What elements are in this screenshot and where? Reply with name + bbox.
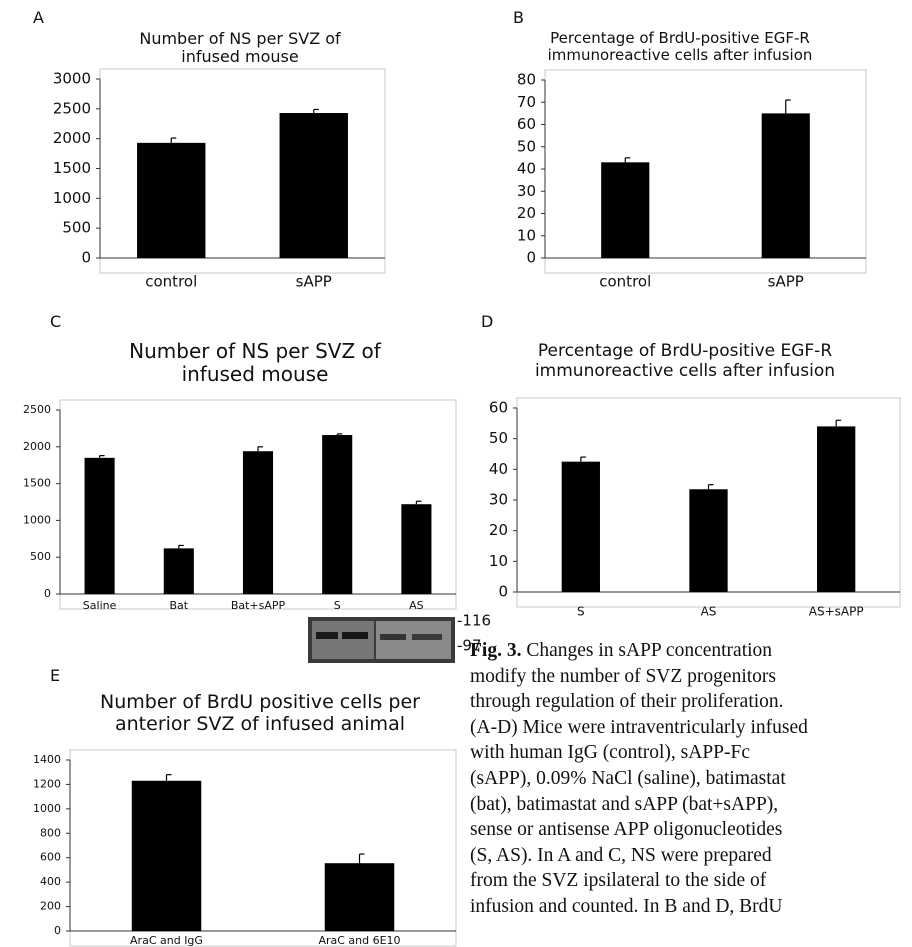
chart-title: Number of NS per SVZ of infused mouse [129,339,381,386]
plot-frame [69,749,457,947]
y-tick-label: 1500 [53,159,91,177]
y-tick-label: 40 [489,460,508,478]
y-tick-label: 20 [517,204,536,222]
blot-marker: -116 [457,612,491,630]
y-tick-label: 800 [40,826,61,839]
y-tick-label: 10 [489,552,508,570]
x-tick-label: AS [701,605,717,619]
x-tick-label: sAPP [296,273,332,291]
bar [84,457,115,594]
caption-text: Changes in sAPP concentration [526,640,773,661]
y-tick-label: 0 [54,924,61,937]
y-tick-label: 2500 [23,403,51,416]
y-tick-label: 200 [40,900,61,913]
x-tick-label: sAPP [768,273,804,291]
plot-frame [544,69,867,274]
bar [689,489,728,592]
caption-line: with human IgG (control), sAPP-Fc [470,742,751,764]
bar [242,451,274,594]
bar [561,461,600,592]
y-tick-label: 30 [517,182,536,200]
y-tick-label: 70 [517,93,536,111]
y-tick-label: 2000 [23,440,51,453]
y-tick-label: 40 [517,160,536,178]
y-tick-label: 0 [498,583,508,601]
caption-line: through regulation of their proliferatio… [470,691,784,713]
x-tick-label: AraC and 6E10 [318,934,400,947]
panel-label: A [33,8,44,27]
y-tick-label: 1000 [23,513,51,526]
chart-title: Number of NS per SVZ of infused mouse [139,29,341,67]
y-tick-label: 50 [517,137,536,155]
x-tick-label: control [599,273,651,291]
bar [817,426,856,592]
bar [322,435,353,594]
x-tick-label: S [334,599,341,612]
caption-line: (S, AS). In A and C, NS were prepared [470,844,772,866]
bar [137,142,206,258]
y-tick-label: 80 [517,71,536,89]
panel-label: E [50,666,61,685]
caption-label: Fig. 3. [470,640,522,661]
panel-label: D [481,312,494,331]
panel-label: C [50,312,62,331]
caption-line: Fig. 3. Changes in sAPP concentration [470,640,772,662]
y-tick-label: 1200 [33,777,61,790]
x-tick-label: Bat [169,599,188,612]
x-tick-label: Bat+sAPP [231,599,286,612]
caption-line: (sAPP), 0.09% NaCl (saline), batimastat [470,768,786,789]
bar [401,504,432,594]
bar [163,548,194,594]
caption-line: (A-D) Mice were intraventricularly infus… [470,716,808,738]
y-tick-label: 1500 [23,477,51,490]
y-tick-label: 500 [30,550,51,563]
y-tick-label: 1000 [33,802,61,815]
panel-label: B [513,8,524,27]
y-tick-label: 500 [62,219,91,237]
y-tick-label: 30 [489,491,508,509]
y-tick-label: 400 [40,875,61,888]
x-tick-label: Saline [83,599,117,612]
x-tick-label: AS [409,599,424,612]
blot-marker: -97 [457,637,482,655]
y-tick-label: 1400 [33,753,61,766]
y-tick-label: 1000 [53,189,91,207]
y-tick-label: 10 [517,226,536,244]
y-tick-label: 60 [489,399,508,417]
x-tick-label: S [577,605,585,619]
x-tick-label: AraC and IgG [130,934,203,947]
chart-title: Percentage of BrdU-positive EGF-R immuno… [547,29,813,65]
y-tick-label: 2500 [53,99,91,117]
y-tick-label: 0 [81,249,91,267]
y-tick-label: 60 [517,115,536,133]
y-tick-label: 0 [44,587,51,600]
bar [601,162,650,258]
y-tick-label: 3000 [53,70,91,88]
caption-line: sense or antisense APP oligonucleotides [470,819,783,841]
x-tick-label: AS+sAPP [809,605,864,619]
caption-line: infusion and counted. In B and D, BrdU [470,896,783,917]
bar [131,780,202,931]
x-tick-label: control [145,273,197,291]
caption-line: modify the number of SVZ progenitors [470,665,776,687]
caption-line: from the SVZ ipsilateral to the side of [470,870,767,892]
y-tick-label: 0 [526,249,536,267]
chart-title: Number of BrdU positive cells per anteri… [100,691,420,735]
bar [279,113,348,258]
western-blot [308,617,455,663]
y-tick-label: 600 [40,851,61,864]
chart-title: Percentage of BrdU-positive EGF-R immuno… [534,341,836,381]
y-tick-label: 20 [489,521,508,539]
caption-line: (bat), batimastat and sAPP (bat+sAPP), [470,793,779,815]
bar [761,113,810,258]
y-tick-label: 50 [489,429,508,447]
y-tick-label: 2000 [53,129,91,147]
bar [324,863,395,931]
